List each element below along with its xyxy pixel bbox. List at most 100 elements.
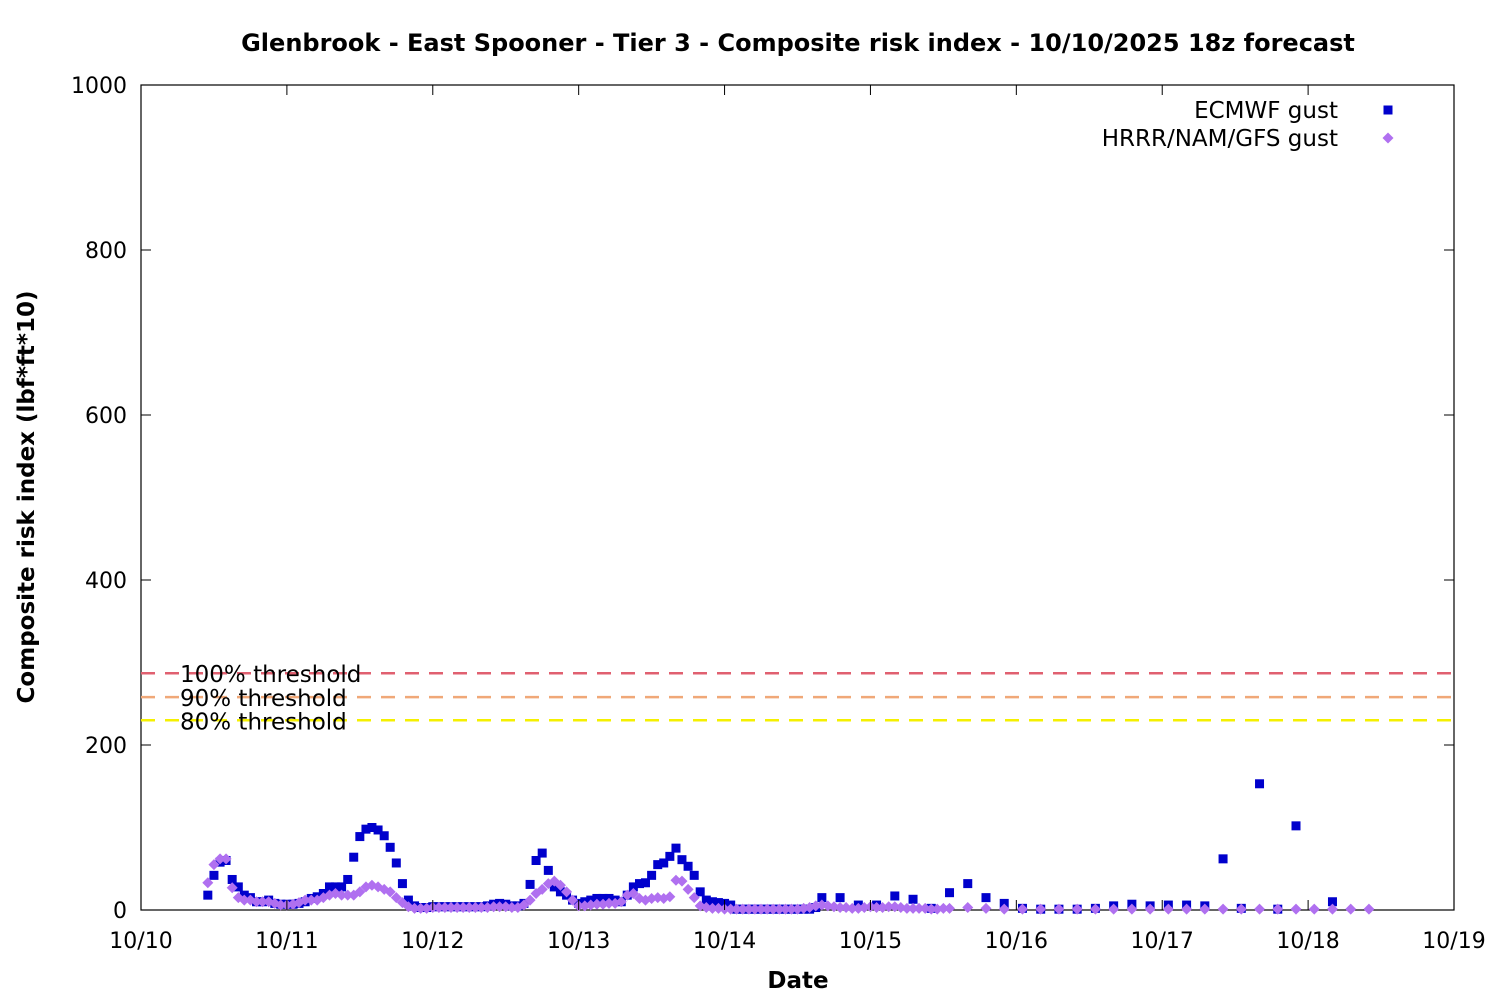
data-point [305,894,317,906]
data-point [707,897,717,907]
data-point [835,893,845,903]
y-tick-label: 800 [85,239,127,264]
series-ecmwf-gust [203,779,1337,914]
x-tick-label: 10/19 [1422,929,1485,954]
data-point [653,860,663,870]
data-point [1326,903,1338,915]
data-point [233,882,243,892]
data-point [214,853,226,865]
y-tick-label: 1000 [71,74,127,99]
series-hrrr-nam-gfs-gust [202,853,1375,915]
data-point [415,902,427,914]
data-point [659,858,669,868]
data-point [257,896,269,908]
data-point [1272,903,1284,915]
data-point [683,861,693,871]
data-point [506,902,518,914]
data-point [355,832,365,842]
legend-marker [1383,105,1393,115]
data-point [1363,903,1375,915]
data-point [980,902,992,914]
data-point [445,902,457,914]
x-tick-label: 10/15 [839,929,902,954]
data-point [567,894,579,906]
data-point [677,855,687,865]
data-point [475,902,487,914]
data-point [635,879,645,889]
data-point [554,879,566,891]
x-tick-label: 10/10 [109,929,172,954]
data-point [999,898,1009,908]
data-point [202,877,214,889]
data-point [1016,903,1028,915]
data-point [1218,854,1228,864]
data-point [463,902,475,914]
data-point [349,852,359,862]
x-tick-label: 10/17 [1131,929,1194,954]
data-point [598,893,608,903]
data-point [603,897,615,909]
data-point [275,899,287,911]
data-point [324,882,334,892]
data-point [336,889,348,901]
threshold-label: 80% threshold [180,709,347,735]
data-point [591,898,603,910]
data-point [689,870,699,880]
data-point [531,856,541,865]
data-point [1345,903,1357,915]
data-point [488,901,500,913]
y-tick-label: 400 [85,569,127,594]
data-point [494,901,506,913]
data-point [665,851,675,861]
data-point [627,888,639,899]
data-point [647,870,657,880]
data-point [1255,779,1265,789]
data-point [767,903,779,915]
data-point [846,902,858,914]
data-point [706,902,718,914]
data-point [367,823,377,832]
x-tick-label: 10/14 [693,929,756,954]
x-tick-label: 10/13 [547,929,610,954]
data-point [779,903,791,915]
axis-ticks: 10/10 10/11 10/12 10/13 10/14 10/15 10/16 10/17… [71,74,1486,954]
data-point [725,903,737,915]
data-point [963,879,973,889]
data-point [518,899,530,911]
data-point [773,903,785,915]
data-point [743,903,755,915]
data-point [998,903,1010,915]
threshold-label: 100% threshold [180,662,361,688]
data-point [785,903,797,915]
x-tick-label: 10/12 [401,929,464,954]
data-point [883,901,895,913]
data-point [682,883,694,895]
data-point [817,893,827,903]
data-point [1126,903,1138,915]
legend-label: HRRR/NAM/GFS gust [1102,126,1338,152]
y-axis-label: Composite risk index (lbf*ft*10) [14,291,40,704]
data-point [1308,903,1320,915]
x-tick-label: 10/16 [985,929,1048,954]
data-point [251,896,263,908]
data-point [337,882,347,892]
data-point [944,902,956,914]
data-point [890,891,900,901]
data-point [299,894,311,906]
data-point [664,891,676,903]
data-point [373,825,383,835]
data-point [561,886,573,898]
data-point [755,903,767,915]
data-point [1291,821,1301,831]
data-point [469,902,481,914]
data-point [1290,903,1302,915]
data-point [1071,903,1083,915]
legend-marker [1382,132,1394,144]
data-point [1199,903,1211,915]
data-point [615,896,627,908]
data-point [671,843,681,853]
data-point [555,887,565,897]
data-point [937,902,949,914]
data-point [384,886,396,898]
